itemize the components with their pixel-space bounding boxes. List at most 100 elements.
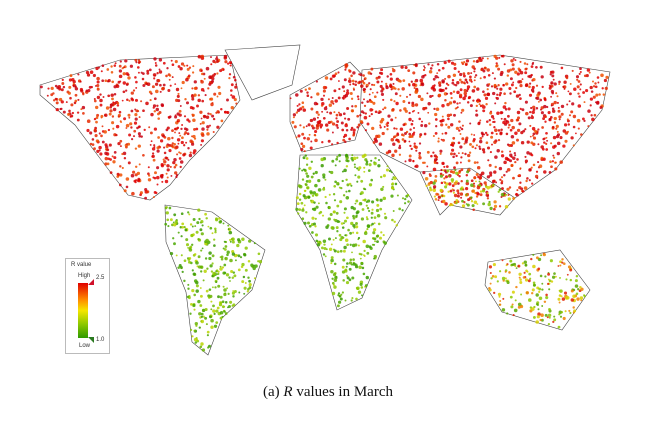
location-dot [371,222,374,226]
location-dot [95,120,98,124]
location-dot [176,126,180,130]
location-dot [550,142,553,145]
legend-high-label: High [78,273,91,279]
location-dot [52,99,56,102]
location-dot [480,68,483,72]
location-dot [313,222,316,226]
location-dot [382,234,385,237]
location-dot [577,80,581,83]
location-dot [193,93,197,97]
location-dot [187,146,190,150]
location-dot [211,101,214,105]
location-dot [409,134,413,139]
location-dot [361,294,363,297]
location-dot [168,206,172,210]
location-dot [448,182,452,186]
location-dot [470,183,474,187]
location-dot [338,113,343,117]
location-dot [322,239,327,243]
location-dot [140,100,143,103]
location-dot [521,78,524,81]
location-dot [488,119,491,122]
location-dot [578,72,581,75]
location-dot [577,127,580,130]
location-dot [508,123,511,127]
location-dot [346,243,349,247]
location-dot [150,140,153,143]
location-dot [380,92,384,96]
location-dot [348,267,352,271]
location-dot [305,157,309,160]
location-dot [588,71,591,74]
location-dot [519,107,522,110]
location-dot [107,157,111,161]
location-dot [540,145,544,149]
location-dot [198,312,202,316]
location-dot [349,231,353,235]
location-dot [408,154,412,158]
location-dot [242,275,246,279]
location-dot [459,187,463,191]
location-dot [201,348,206,352]
location-dot [559,276,561,279]
location-dot [328,193,331,196]
location-dot [220,255,224,259]
location-dot [337,71,340,74]
location-dot [164,156,168,160]
location-dot [564,139,568,143]
location-dot [341,291,344,294]
location-dot [135,86,138,89]
location-dot [434,75,438,79]
location-dot [522,276,526,279]
location-dot [544,115,547,118]
location-dot [476,203,479,205]
location-dot [336,250,340,254]
location-dot [461,62,465,66]
location-dot [307,179,312,183]
location-dot [466,203,470,207]
location-dot [350,97,354,100]
location-dot [329,77,333,81]
location-dot [530,166,533,169]
location-dot [204,307,208,312]
location-dot [464,140,468,144]
location-dot [567,123,571,126]
location-dot [359,282,363,286]
location-dot [577,288,580,291]
location-dot [119,80,122,83]
location-dot [67,112,71,116]
location-dot [569,268,573,272]
location-dot [236,254,238,256]
location-dot [555,127,558,130]
location-dot [371,91,374,94]
location-dot [119,60,122,63]
location-dot [212,130,215,134]
location-dot [308,166,312,170]
location-dot [503,92,506,95]
location-dot [486,197,490,200]
location-dot [224,292,227,295]
location-dot [252,266,256,271]
location-dot [465,174,469,177]
location-dot [388,169,392,173]
location-dot [482,90,485,93]
location-dot [91,143,95,146]
location-dot [489,206,493,211]
location-dot [564,131,569,135]
location-dot [456,102,459,105]
location-dot [140,135,143,138]
location-dot [352,214,355,218]
location-dot [382,98,385,101]
location-dot [533,305,536,309]
location-dot [60,100,64,104]
location-dot [221,305,225,309]
location-dot [495,64,498,68]
location-dot [331,291,336,296]
location-dot [552,78,555,81]
location-dot [379,71,382,75]
location-dot [95,116,99,120]
location-dot [538,287,542,291]
location-dot [198,217,201,221]
location-dot [461,124,464,127]
location-dot [169,165,172,168]
